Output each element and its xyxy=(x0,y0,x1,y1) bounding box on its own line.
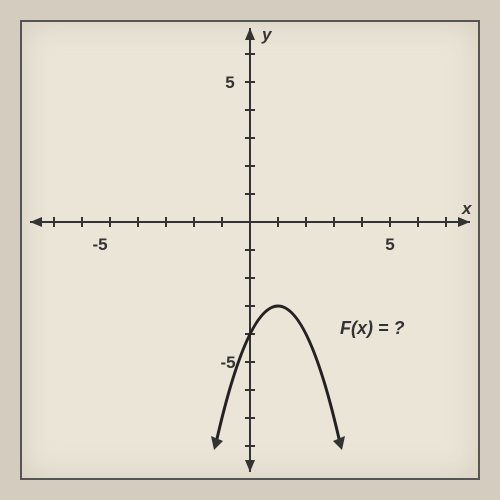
y-axis-label: y xyxy=(261,25,273,44)
tick-label-y-neg5: -5 xyxy=(220,353,235,372)
x-axis-arrow-right xyxy=(458,217,470,227)
tick-label-x-pos5: 5 xyxy=(385,235,394,254)
graph-svg: y x -5 5 5 -5 F(x) = ? xyxy=(22,22,478,478)
y-axis-arrow-up xyxy=(245,28,255,40)
y-axis-arrow-down xyxy=(245,460,255,472)
coordinate-plane: y x -5 5 5 -5 F(x) = ? xyxy=(20,20,480,480)
tick-label-y-pos5: 5 xyxy=(225,73,234,92)
x-axis-label: x xyxy=(461,199,473,218)
tick-label-x-neg5: -5 xyxy=(92,235,107,254)
function-label: F(x) = ? xyxy=(340,318,405,338)
parabola-curve xyxy=(216,306,339,441)
x-axis-arrow-left xyxy=(30,217,42,227)
